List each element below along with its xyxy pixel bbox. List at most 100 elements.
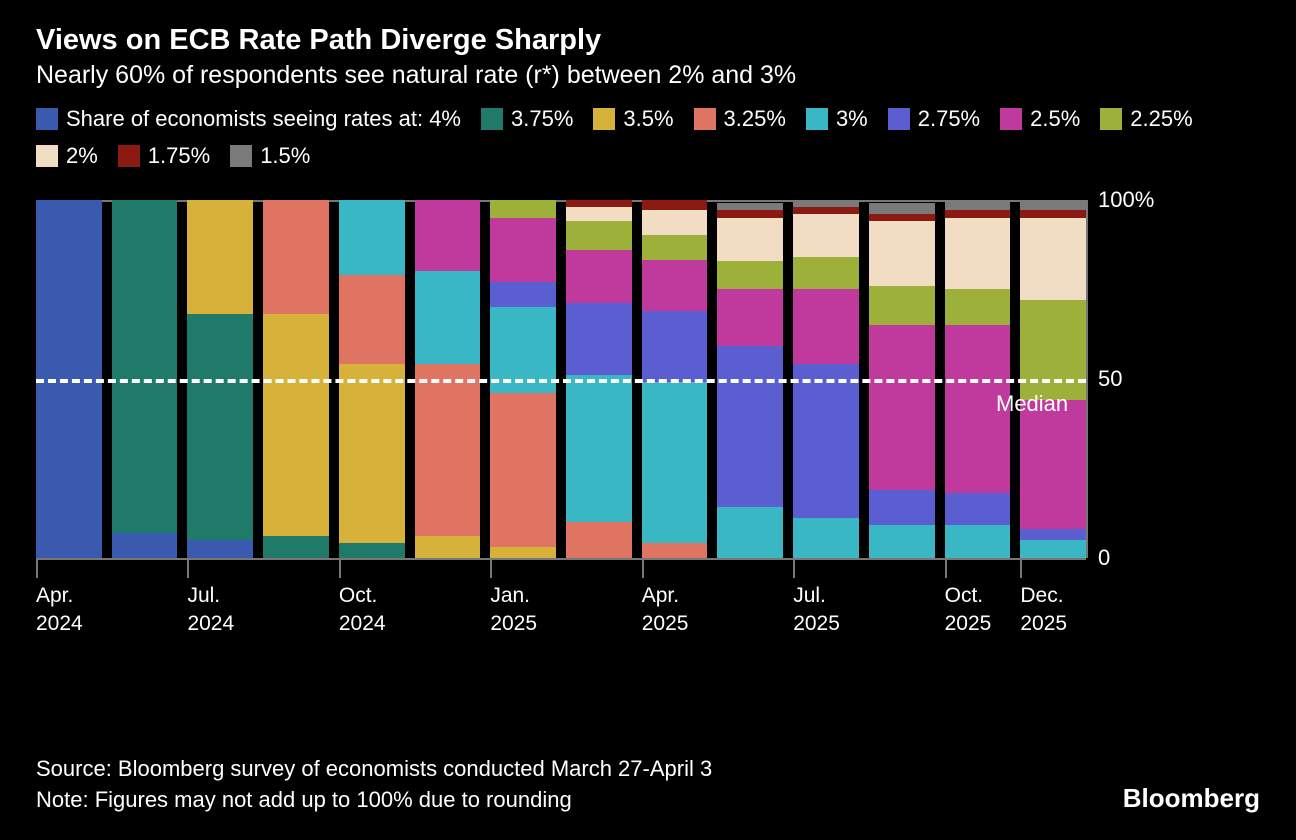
- legend-label: Share of economists seeing rates at: 4%: [66, 104, 461, 135]
- x-tick: [642, 560, 644, 578]
- legend-label: 2.25%: [1130, 104, 1192, 135]
- legend-item: 3.25%: [694, 104, 786, 135]
- bar-segment: [717, 346, 783, 507]
- bar-segment: [1020, 300, 1086, 400]
- bar-segment: [263, 536, 329, 557]
- x-tick: [187, 560, 189, 578]
- note-text: Note: Figures may not add up to 100% due…: [36, 785, 1260, 816]
- bar-segment: [642, 543, 708, 557]
- bar-segment: [793, 518, 859, 557]
- bar-segment: [642, 210, 708, 235]
- legend: Share of economists seeing rates at: 4% 3…: [36, 104, 1260, 172]
- bar-segment: [793, 207, 859, 214]
- bar-segment: [187, 540, 253, 558]
- bar-segment: [869, 325, 935, 490]
- legend-swatch: [118, 145, 140, 167]
- legend-label: 2.75%: [918, 104, 980, 135]
- legend-label: 1.75%: [148, 141, 210, 172]
- bar-segment: [945, 210, 1011, 217]
- bar-segment: [490, 547, 556, 558]
- median-label: Median: [996, 391, 1068, 417]
- bar-segment: [112, 533, 178, 558]
- legend-swatch: [36, 145, 58, 167]
- bar-segment: [339, 200, 405, 275]
- bar-segment: [566, 200, 632, 207]
- bar-segment: [869, 214, 935, 221]
- chart-title: Views on ECB Rate Path Diverge Sharply: [36, 24, 1260, 57]
- bar-segment: [869, 525, 935, 557]
- bar-segment: [1020, 210, 1086, 217]
- footer: Source: Bloomberg survey of economists c…: [36, 754, 1260, 816]
- bar-segment: [415, 536, 481, 557]
- x-axis-label: Jul.2025: [793, 582, 840, 639]
- bar-segment: [263, 200, 329, 315]
- legend-label: 3.5%: [623, 104, 673, 135]
- bar-segment: [945, 289, 1011, 325]
- bar-segment: [717, 203, 783, 210]
- bar-segment: [1020, 540, 1086, 558]
- bar-segment: [642, 235, 708, 260]
- x-axis-label: Jul.2024: [187, 582, 234, 639]
- bar-segment: [717, 289, 783, 346]
- bar-segment: [642, 260, 708, 310]
- bar-segment: [490, 218, 556, 282]
- legend-label: 2.5%: [1030, 104, 1080, 135]
- x-tick: [339, 560, 341, 578]
- y-axis-label: 100%: [1098, 187, 1154, 213]
- bar-segment: [187, 200, 253, 315]
- x-axis-label: Oct.2024: [339, 582, 386, 639]
- bar-segment: [869, 221, 935, 285]
- legend-swatch: [806, 108, 828, 130]
- bar-segment: [566, 207, 632, 221]
- bar-segment: [490, 393, 556, 547]
- x-axis-label: Apr.2025: [642, 582, 689, 639]
- x-tick: [36, 560, 38, 578]
- legend-label: 1.5%: [260, 141, 310, 172]
- source-text: Source: Bloomberg survey of economists c…: [36, 754, 1260, 785]
- bar-segment: [415, 271, 481, 364]
- bar-segment: [415, 200, 481, 272]
- x-tick: [945, 560, 947, 578]
- x-axis-label: Jan.2025: [490, 582, 537, 639]
- branding: Bloomberg: [1123, 783, 1260, 814]
- legend-label: 2%: [66, 141, 98, 172]
- bar-segment: [339, 275, 405, 365]
- legend-item: 3%: [806, 104, 868, 135]
- bar-segment: [566, 522, 632, 558]
- legend-item: 1.75%: [118, 141, 210, 172]
- x-axis-label: Dec.2025: [1020, 582, 1067, 639]
- bar-segment: [869, 286, 935, 325]
- bar-segment: [642, 382, 708, 543]
- median-line: Median: [36, 379, 1086, 383]
- bar-segment: [566, 375, 632, 522]
- bar-segment: [1020, 529, 1086, 540]
- bar-segment: [566, 250, 632, 304]
- bar-segment: [945, 218, 1011, 290]
- legend-item: 2%: [36, 141, 98, 172]
- bar-segment: [793, 257, 859, 289]
- legend-item: 2.25%: [1100, 104, 1192, 135]
- bar-segment: [717, 210, 783, 217]
- bar-segment: [793, 289, 859, 364]
- bar-segment: [642, 200, 708, 211]
- y-axis-label: 50: [1098, 366, 1122, 392]
- bar-segment: [415, 364, 481, 536]
- legend-item: 1.5%: [230, 141, 310, 172]
- x-tick: [490, 560, 492, 578]
- x-axis-label: Apr.2024: [36, 582, 83, 639]
- x-tick: [1020, 560, 1022, 578]
- legend-swatch: [888, 108, 910, 130]
- bar-segment: [490, 282, 556, 307]
- bar-segment: [793, 364, 859, 518]
- legend-swatch: [230, 145, 252, 167]
- bar-segment: [1020, 218, 1086, 300]
- bar-segment: [566, 303, 632, 375]
- legend-swatch: [1000, 108, 1022, 130]
- baseline: [36, 558, 1086, 560]
- x-tick: [793, 560, 795, 578]
- chart-subtitle: Nearly 60% of respondents see natural ra…: [36, 61, 1260, 90]
- bar-segment: [945, 493, 1011, 525]
- legend-swatch: [36, 108, 58, 130]
- bar-segment: [717, 261, 783, 290]
- bar-segment: [1020, 200, 1086, 211]
